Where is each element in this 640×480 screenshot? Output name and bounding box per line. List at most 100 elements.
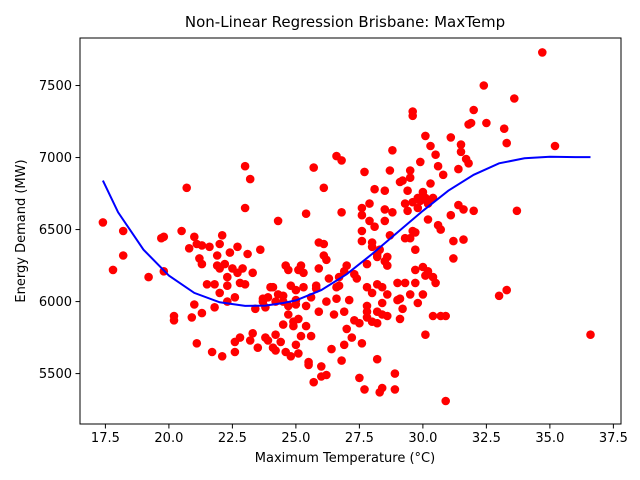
scatter-point	[388, 208, 397, 217]
scatter-point	[291, 285, 301, 295]
scatter-point	[393, 278, 402, 288]
x-tick-label: 17.5	[91, 431, 120, 446]
scatter-point	[248, 329, 257, 338]
scatter-point	[395, 314, 405, 324]
scatter-point	[383, 252, 392, 262]
scatter-point	[416, 157, 425, 167]
scatter-point	[284, 301, 293, 311]
scatter-point	[357, 203, 367, 213]
scatter-point	[225, 248, 235, 257]
scatter-point	[263, 293, 273, 302]
scatter-point	[299, 282, 308, 292]
plot-axes	[79, 37, 622, 425]
scatter-point	[202, 280, 212, 289]
scatter-point	[538, 48, 547, 57]
scatter-point	[190, 300, 199, 309]
scatter-point	[360, 385, 369, 394]
scatter-point	[347, 333, 357, 342]
scatter-point	[159, 232, 169, 242]
scatter-point	[421, 131, 430, 141]
scatter-point	[205, 242, 214, 252]
scatter-point	[187, 313, 197, 322]
scatter-point	[322, 255, 331, 265]
scatter-point	[380, 205, 390, 214]
scatter-point	[441, 396, 451, 406]
scatter-point	[502, 285, 512, 295]
x-tick-label: 30.0	[408, 431, 437, 446]
scatter-point	[248, 268, 257, 278]
scatter-point	[306, 331, 316, 341]
scatter-point	[433, 161, 443, 171]
scatter-point	[299, 268, 308, 278]
scatter-point	[329, 310, 339, 319]
scatter-point	[263, 336, 273, 345]
scatter-point	[413, 298, 423, 308]
scatter-point	[253, 343, 263, 353]
scatter-point	[411, 228, 420, 237]
scatter-point	[413, 203, 423, 213]
scatter-point	[144, 272, 153, 282]
scatter-point	[314, 264, 324, 273]
scatter-point	[197, 308, 207, 318]
scatter-point	[352, 274, 362, 283]
scatter-point	[337, 208, 346, 217]
scatter-point	[383, 261, 392, 270]
scatter-point	[499, 124, 509, 133]
scatter-point	[372, 318, 382, 328]
scatter-point	[370, 222, 379, 231]
scatter-point	[240, 203, 250, 213]
scatter-point	[469, 105, 479, 115]
scatter-point	[245, 174, 255, 184]
scatter-point	[322, 297, 331, 306]
scatter-point	[184, 244, 194, 253]
x-tick-label: 27.5	[345, 431, 374, 446]
scatter-point	[212, 251, 222, 260]
x-tick-label: 35.0	[535, 431, 564, 446]
scatter-point	[494, 291, 504, 301]
scatter-point	[403, 186, 412, 195]
scatter-point	[357, 226, 367, 236]
scatter-point	[459, 235, 468, 244]
scatter-point	[510, 94, 519, 103]
scatter-point	[284, 265, 293, 275]
scatter-point	[230, 347, 240, 357]
scatter-point	[324, 274, 334, 283]
x-tick-label: 22.5	[218, 431, 247, 446]
scatter-point	[314, 307, 324, 317]
scatter-point	[380, 216, 390, 226]
scatter-point	[240, 161, 250, 171]
scatter-point	[469, 206, 479, 216]
scatter-point	[273, 216, 283, 226]
scatter-point	[355, 318, 364, 328]
scatter-point	[456, 140, 466, 149]
scatter-point	[118, 251, 128, 260]
scatter-point	[380, 186, 390, 195]
scatter-point	[334, 281, 344, 291]
scatter-point	[357, 236, 367, 246]
scatter-point	[436, 225, 446, 234]
scatter-point	[169, 316, 179, 325]
scatter-point	[423, 267, 433, 276]
scatter-point	[426, 179, 435, 188]
scatter-point	[411, 265, 420, 275]
scatter-point	[454, 164, 463, 174]
scatter-point	[405, 166, 415, 175]
scatter-point	[375, 245, 385, 254]
x-axis-ticks: 17.5 20.0 22.5 25.0 27.5 30.0 32.5 35.0 37.5	[91, 424, 628, 446]
scatter-point	[235, 333, 245, 342]
scatter-point	[296, 331, 306, 341]
scatter-point	[367, 242, 377, 252]
scatter-point	[446, 210, 456, 220]
scatter-point	[550, 141, 560, 151]
scatter-point	[240, 280, 250, 289]
scatter-point	[411, 278, 420, 288]
scatter-point	[233, 242, 242, 252]
y-axis-ticks: 5500 6000 6500 7000 7500	[39, 79, 80, 382]
scatter-point	[278, 320, 288, 329]
x-tick-label: 25.0	[281, 431, 310, 446]
scatter-point	[291, 300, 301, 309]
scatter-point	[411, 245, 420, 254]
scatter-point	[357, 210, 367, 220]
scatter-point	[385, 166, 395, 175]
